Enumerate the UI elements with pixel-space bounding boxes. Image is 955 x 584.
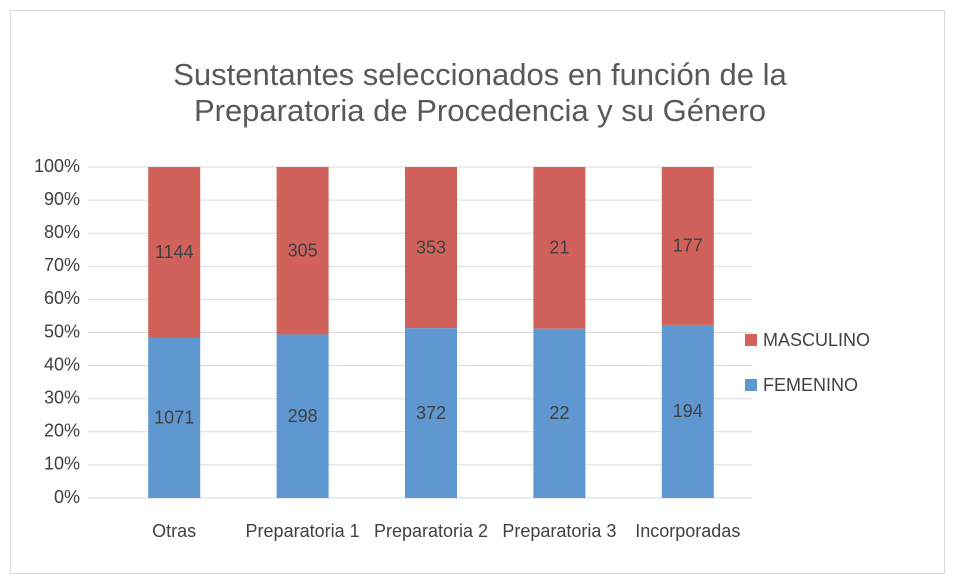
data-label: 1144 [155,242,194,262]
y-tick-label: 70% [44,255,80,275]
x-tick-label: Preparatoria 2 [373,521,489,541]
y-tick-label: 50% [44,321,80,341]
x-tick-label: Preparatoria 3 [502,521,617,541]
y-tick-label: 0% [54,487,80,507]
y-tick-label: 100% [34,156,80,176]
bar-segment [148,337,201,498]
data-label: 298 [288,406,318,426]
y-tick-label: 10% [44,454,80,474]
data-label: 177 [673,236,703,256]
y-tick-label: 60% [44,288,80,308]
y-tick-label: 20% [44,421,80,441]
bar-segment [276,167,329,335]
legend-label: FEMENINO [763,375,858,395]
bar-segment [533,167,586,329]
y-tick-label: 40% [44,354,80,374]
x-tick-label: Incorporadas [635,521,741,541]
legend-swatch [745,334,757,346]
data-label: 1071 [154,408,194,428]
data-label: 21 [549,238,569,258]
y-tick-label: 80% [44,222,80,242]
bar-segment [276,334,329,498]
y-tick-label: 90% [44,189,80,209]
bar-segment [661,324,714,498]
bar-segment [661,167,714,325]
data-label: 194 [673,401,703,421]
y-tick-label: 30% [44,387,80,407]
bar-segment [405,328,457,498]
data-label: 353 [416,237,446,257]
legend-swatch [745,379,757,391]
data-label: 22 [549,403,569,423]
bar-segment [405,167,457,329]
chart-title: Sustentantes seleccionados en función de… [173,57,787,128]
bar-segment [148,167,201,338]
bar-segment [533,328,586,498]
data-label: 372 [416,403,446,423]
x-tick-label: Preparatoria 1 [245,521,360,541]
legend-label: MASCULINO [763,330,870,350]
data-label: 305 [288,240,318,260]
x-tick-label: Otras [152,521,197,541]
